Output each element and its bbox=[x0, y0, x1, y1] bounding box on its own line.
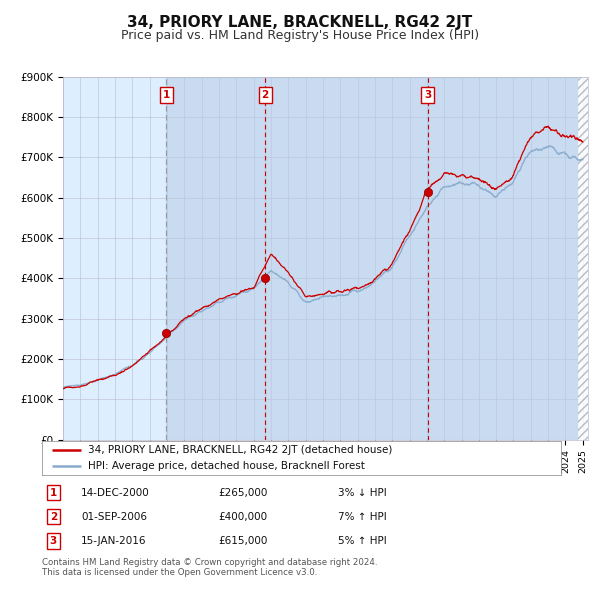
Text: £265,000: £265,000 bbox=[218, 488, 268, 498]
Text: £400,000: £400,000 bbox=[218, 512, 268, 522]
Text: 34, PRIORY LANE, BRACKNELL, RG42 2JT (detached house): 34, PRIORY LANE, BRACKNELL, RG42 2JT (de… bbox=[88, 445, 392, 455]
Text: 7% ↑ HPI: 7% ↑ HPI bbox=[338, 512, 386, 522]
Text: 34, PRIORY LANE, BRACKNELL, RG42 2JT: 34, PRIORY LANE, BRACKNELL, RG42 2JT bbox=[127, 15, 473, 30]
Text: 3: 3 bbox=[424, 90, 431, 100]
Text: £615,000: £615,000 bbox=[218, 536, 268, 546]
Text: 5% ↑ HPI: 5% ↑ HPI bbox=[338, 536, 386, 546]
Text: 14-DEC-2000: 14-DEC-2000 bbox=[81, 488, 149, 498]
Text: 2: 2 bbox=[262, 90, 269, 100]
Bar bbox=[265, 77, 428, 440]
Bar bbox=[428, 77, 578, 440]
Text: 3: 3 bbox=[50, 536, 57, 546]
Text: Contains HM Land Registry data © Crown copyright and database right 2024.
This d: Contains HM Land Registry data © Crown c… bbox=[42, 558, 377, 577]
Text: Price paid vs. HM Land Registry's House Price Index (HPI): Price paid vs. HM Land Registry's House … bbox=[121, 30, 479, 42]
Text: 1: 1 bbox=[50, 488, 57, 498]
Text: 01-SEP-2006: 01-SEP-2006 bbox=[81, 512, 147, 522]
Text: 2: 2 bbox=[50, 512, 57, 522]
Text: HPI: Average price, detached house, Bracknell Forest: HPI: Average price, detached house, Brac… bbox=[88, 461, 365, 471]
Text: 1: 1 bbox=[163, 90, 170, 100]
Bar bbox=[166, 77, 265, 440]
Text: 15-JAN-2016: 15-JAN-2016 bbox=[81, 536, 146, 546]
Text: 3% ↓ HPI: 3% ↓ HPI bbox=[338, 488, 386, 498]
